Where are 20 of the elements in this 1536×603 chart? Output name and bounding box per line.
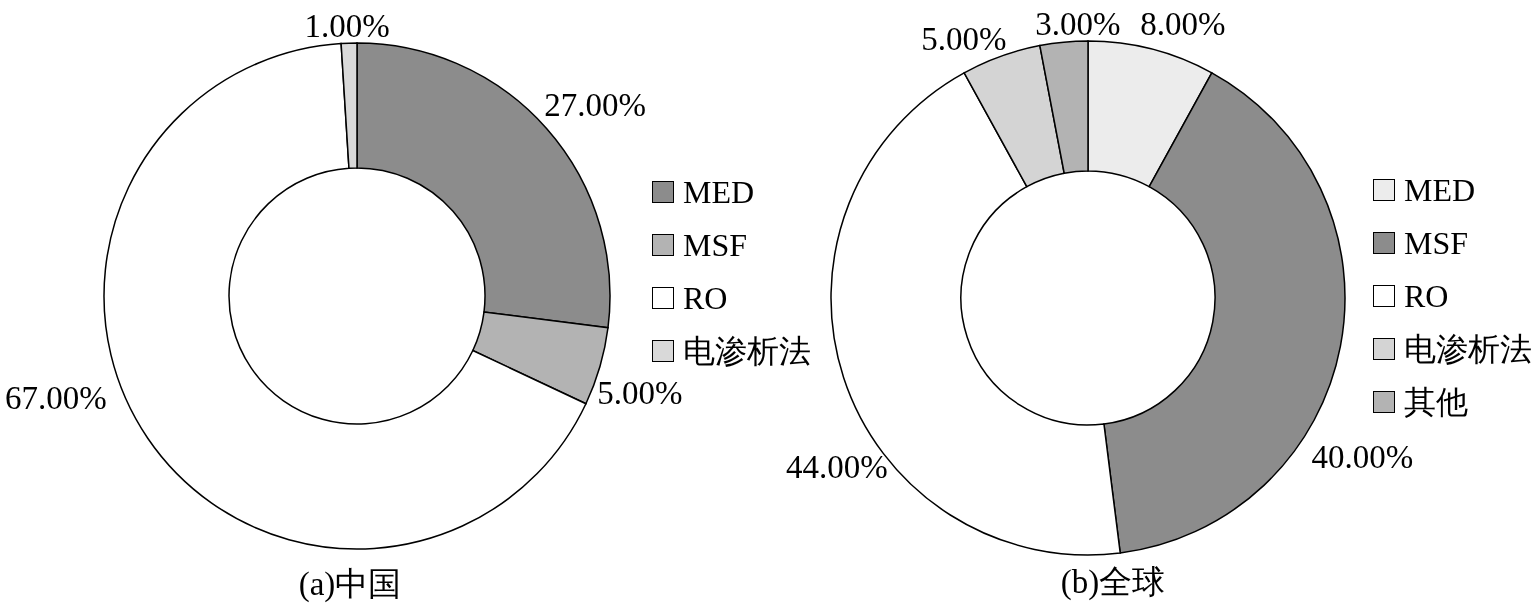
text: (b)全球 [1059, 563, 1167, 601]
legend-label: RO [1404, 277, 1449, 314]
data-label: 40.00% [1311, 438, 1414, 475]
legend-label: MSF [1404, 224, 1469, 261]
legend-label: RO [683, 279, 728, 316]
data-label: 27.00% [544, 87, 646, 124]
legend-label: 电渗析法 [683, 332, 811, 369]
data-label: 44.00% [785, 449, 888, 486]
legend-label: MED [1404, 171, 1476, 208]
data-label: 5.00% [921, 21, 1007, 58]
data-label: 67.00% [4, 379, 107, 416]
data-label: 5.00% [597, 374, 683, 411]
data-label: 1.00% [304, 8, 390, 45]
data-label: 3.00% [1035, 6, 1121, 43]
legend-label: MSF [683, 226, 748, 263]
data-label: 8.00% [1140, 5, 1226, 42]
text: (a)中国 [297, 565, 403, 603]
legend-label: 电渗析法 [1404, 330, 1532, 367]
legend-label: 其他 [1404, 383, 1468, 420]
legend-label: MED [683, 173, 755, 210]
